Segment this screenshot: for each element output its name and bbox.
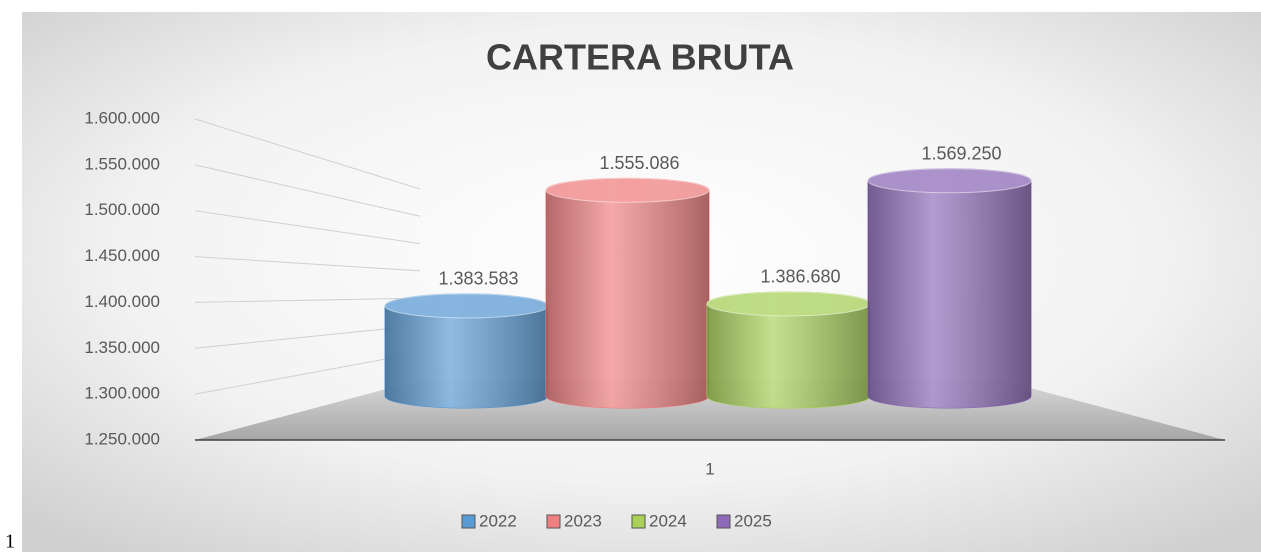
bar-top-highlight — [707, 291, 870, 316]
bar-top-highlight — [385, 293, 548, 318]
chart-title: CARTERA BRUTA — [486, 37, 794, 78]
y-tick-label: 1.550.000 — [84, 154, 160, 173]
grid-line — [194, 164, 421, 217]
data-label: 1.383.583 — [438, 269, 518, 289]
bar-top — [867, 168, 1032, 194]
grid-line — [194, 210, 421, 245]
bar-shade — [707, 291, 870, 408]
legend-label: 2024 — [649, 511, 687, 530]
bar-top-highlight — [868, 168, 1031, 193]
grid-line — [194, 352, 421, 395]
legend-label: 2022 — [479, 511, 517, 530]
y-tick-label: 1.300.000 — [84, 384, 160, 403]
x-tick-label: 1 — [705, 459, 714, 478]
grid-line — [194, 324, 421, 349]
y-tick-label: 1.350.000 — [84, 338, 160, 357]
data-label: 1.386.680 — [760, 267, 840, 287]
bar-shade — [385, 293, 548, 408]
legend-swatch — [546, 514, 561, 529]
grid-line — [194, 118, 421, 190]
y-tick-label: 1.450.000 — [84, 246, 160, 265]
grid-line — [194, 256, 421, 272]
caption: 1 — [5, 531, 15, 552]
y-tick-label: 1.250.000 — [84, 429, 160, 448]
legend-label: 2023 — [564, 511, 602, 530]
y-tick-label: 1.600.000 — [84, 108, 160, 127]
grid-line — [194, 297, 421, 303]
bar-shade — [546, 178, 709, 408]
data-label: 1.555.086 — [599, 153, 679, 173]
bar-top — [545, 177, 710, 203]
y-tick-label: 1.500.000 — [84, 200, 160, 219]
legend-swatch — [461, 514, 476, 529]
legend-label: 2025 — [734, 511, 772, 530]
data-label: 1.569.250 — [921, 143, 1001, 163]
legend-swatch — [716, 514, 731, 529]
y-tick-label: 1.400.000 — [84, 292, 160, 311]
bar-shade — [868, 168, 1031, 408]
legend-swatch — [631, 514, 646, 529]
bar-top-highlight — [546, 178, 709, 203]
